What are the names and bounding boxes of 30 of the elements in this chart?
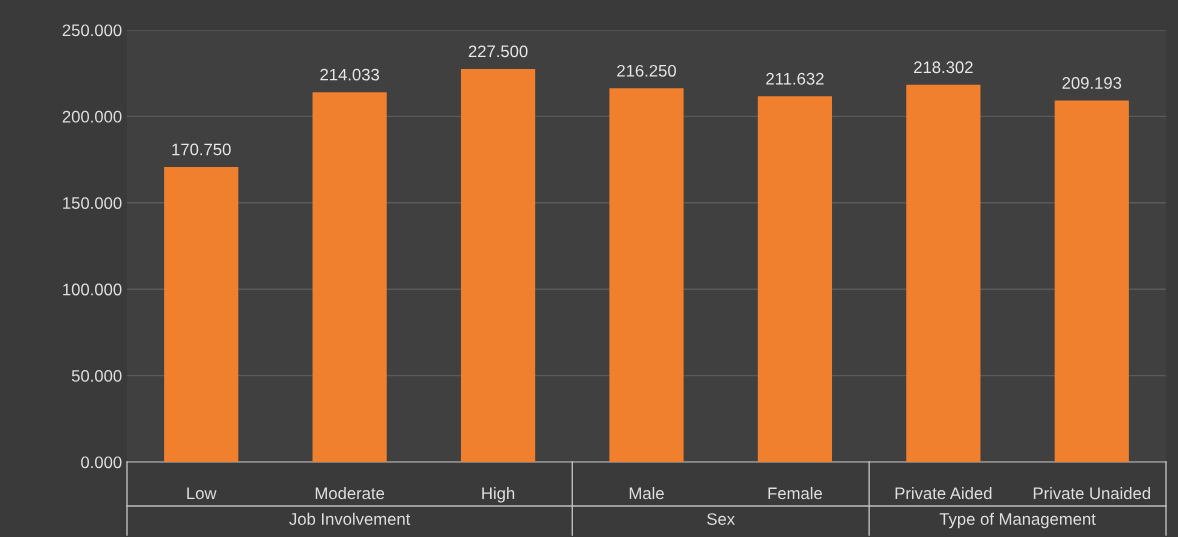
x-tick-label: Male (629, 487, 664, 500)
y-tick-label: 0.000 (81, 456, 122, 469)
y-tick-label: 150.000 (63, 197, 122, 209)
x-tick-label: High (482, 487, 515, 503)
bar (460, 68, 536, 462)
y-tick-label: 50.000 (71, 370, 122, 382)
text: Job Involvement (289, 512, 411, 525)
x-tick-label: Female (768, 487, 822, 500)
bar (164, 166, 239, 462)
y-tick-label: 200.000 (62, 110, 122, 123)
y-tick-label: 100.000 (63, 283, 122, 296)
bar (1054, 100, 1129, 462)
text: Sex (707, 513, 735, 525)
x-tick-label: Private Unaided (1033, 487, 1151, 500)
data-label: 170.750 (172, 143, 231, 156)
data-label: 209.193 (1062, 77, 1122, 89)
data-label: 216.250 (617, 64, 676, 77)
bar (757, 96, 833, 462)
bar (906, 84, 981, 462)
x-tick-label: Private Aided (895, 487, 992, 500)
x-tick-label: Moderate (315, 487, 385, 500)
bar (609, 88, 684, 462)
text: Type of Management (939, 512, 1096, 529)
y-tick-label: 250.000 (62, 24, 122, 37)
data-label: 227.500 (468, 45, 528, 58)
data-label: 211.632 (766, 72, 824, 85)
bar (312, 92, 387, 462)
data-label: 218.302 (914, 61, 973, 74)
data-label: 214.033 (320, 68, 380, 81)
x-tick-label: Low (187, 487, 217, 500)
